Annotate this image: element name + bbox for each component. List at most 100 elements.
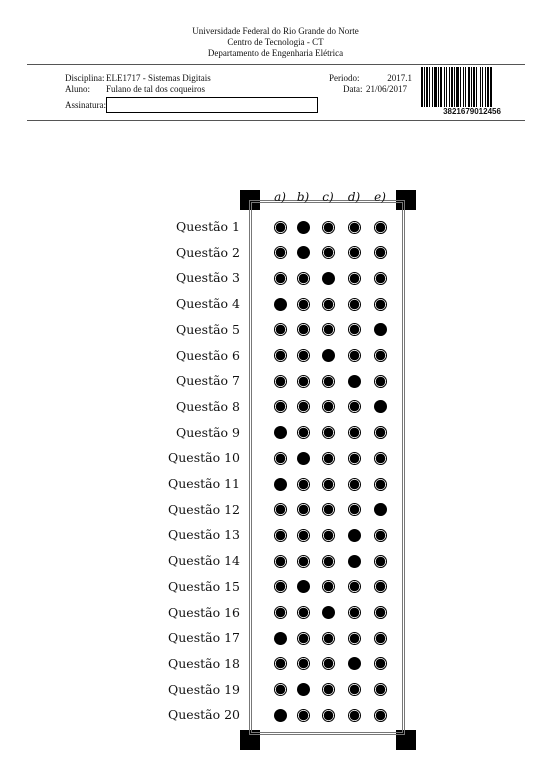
answer-bubble-filled[interactable] xyxy=(347,528,361,542)
answer-bubble[interactable] xyxy=(321,657,335,671)
answer-bubble[interactable] xyxy=(347,477,361,491)
answer-bubble[interactable] xyxy=(373,631,387,645)
answer-bubble[interactable] xyxy=(373,374,387,388)
answer-bubble[interactable] xyxy=(273,503,287,517)
answer-bubble[interactable] xyxy=(347,323,361,337)
answer-bubble-filled[interactable] xyxy=(373,400,387,414)
answer-bubble[interactable] xyxy=(296,323,310,337)
answer-bubble[interactable] xyxy=(296,400,310,414)
answer-bubble[interactable] xyxy=(273,374,287,388)
answer-bubble[interactable] xyxy=(321,400,335,414)
answer-bubble[interactable] xyxy=(273,220,287,234)
answer-bubble-filled[interactable] xyxy=(273,297,287,311)
answer-bubble[interactable] xyxy=(296,528,310,542)
answer-bubble[interactable] xyxy=(373,451,387,465)
answer-bubble[interactable] xyxy=(321,503,335,517)
answer-bubble[interactable] xyxy=(347,683,361,697)
answer-bubble[interactable] xyxy=(321,246,335,260)
answer-bubble[interactable] xyxy=(373,683,387,697)
answer-bubble[interactable] xyxy=(296,657,310,671)
answer-bubble-filled[interactable] xyxy=(321,606,335,619)
answer-bubble-filled[interactable] xyxy=(273,426,287,440)
answer-bubble[interactable] xyxy=(296,554,310,568)
answer-bubble[interactable] xyxy=(273,657,287,671)
answer-bubble[interactable] xyxy=(347,220,361,234)
answer-bubble[interactable] xyxy=(273,246,287,260)
answer-bubble[interactable] xyxy=(373,554,387,568)
answer-bubble[interactable] xyxy=(373,657,387,671)
answer-bubble[interactable] xyxy=(296,297,310,311)
answer-bubble[interactable] xyxy=(373,271,387,285)
answer-bubble[interactable] xyxy=(347,708,361,722)
answer-bubble[interactable] xyxy=(347,631,361,645)
answer-bubble[interactable] xyxy=(273,349,287,362)
answer-bubble[interactable] xyxy=(373,246,387,260)
answer-bubble-filled[interactable] xyxy=(321,271,335,285)
answer-bubble[interactable] xyxy=(321,631,335,645)
answer-bubble[interactable] xyxy=(347,297,361,311)
answer-bubble[interactable] xyxy=(373,580,387,594)
answer-bubble-filled[interactable] xyxy=(296,246,310,260)
answer-bubble[interactable] xyxy=(373,708,387,722)
answer-bubble[interactable] xyxy=(321,683,335,697)
answer-bubble[interactable] xyxy=(373,426,387,440)
answer-bubble-filled[interactable] xyxy=(273,708,287,722)
answer-bubble[interactable] xyxy=(273,528,287,542)
answer-bubble[interactable] xyxy=(273,323,287,337)
answer-bubble[interactable] xyxy=(321,451,335,465)
answer-bubble[interactable] xyxy=(321,554,335,568)
answer-bubble[interactable] xyxy=(321,220,335,234)
answer-bubble[interactable] xyxy=(347,503,361,517)
answer-bubble[interactable] xyxy=(296,477,310,491)
answer-bubble[interactable] xyxy=(296,426,310,440)
answer-bubble[interactable] xyxy=(321,297,335,311)
answer-bubble[interactable] xyxy=(373,477,387,491)
answer-bubble-filled[interactable] xyxy=(273,477,287,491)
answer-bubble[interactable] xyxy=(296,374,310,388)
answer-bubble[interactable] xyxy=(321,580,335,594)
answer-bubble[interactable] xyxy=(321,528,335,542)
answer-bubble-filled[interactable] xyxy=(373,323,387,337)
answer-bubble-filled[interactable] xyxy=(347,374,361,388)
signature-field[interactable] xyxy=(106,97,318,113)
answer-bubble-filled[interactable] xyxy=(296,580,310,594)
answer-bubble[interactable] xyxy=(321,477,335,491)
answer-bubble[interactable] xyxy=(373,528,387,542)
answer-bubble[interactable] xyxy=(273,554,287,568)
answer-bubble[interactable] xyxy=(347,349,361,362)
answer-bubble[interactable] xyxy=(347,400,361,414)
answer-bubble[interactable] xyxy=(273,683,287,697)
answer-bubble-filled[interactable] xyxy=(347,554,361,568)
answer-bubble[interactable] xyxy=(296,708,310,722)
answer-bubble-filled[interactable] xyxy=(347,657,361,671)
answer-bubble[interactable] xyxy=(347,246,361,260)
answer-bubble[interactable] xyxy=(321,708,335,722)
answer-bubble-filled[interactable] xyxy=(296,451,310,465)
answer-bubble[interactable] xyxy=(296,271,310,285)
answer-bubble[interactable] xyxy=(273,606,287,619)
answer-bubble[interactable] xyxy=(373,297,387,311)
answer-bubble-filled[interactable] xyxy=(373,503,387,517)
answer-bubble[interactable] xyxy=(347,451,361,465)
answer-bubble-filled[interactable] xyxy=(273,631,287,645)
answer-bubble[interactable] xyxy=(296,606,310,619)
answer-bubble[interactable] xyxy=(296,349,310,362)
answer-bubble-filled[interactable] xyxy=(321,349,335,362)
answer-bubble[interactable] xyxy=(321,426,335,440)
answer-bubble[interactable] xyxy=(321,323,335,337)
answer-bubble[interactable] xyxy=(273,271,287,285)
answer-bubble[interactable] xyxy=(296,631,310,645)
answer-bubble[interactable] xyxy=(273,451,287,465)
answer-bubble[interactable] xyxy=(273,400,287,414)
answer-bubble[interactable] xyxy=(373,220,387,234)
answer-bubble[interactable] xyxy=(347,606,361,619)
answer-bubble[interactable] xyxy=(347,580,361,594)
answer-bubble[interactable] xyxy=(273,580,287,594)
answer-bubble[interactable] xyxy=(296,503,310,517)
answer-bubble[interactable] xyxy=(373,349,387,362)
answer-bubble-filled[interactable] xyxy=(296,683,310,697)
answer-bubble[interactable] xyxy=(347,271,361,285)
answer-bubble[interactable] xyxy=(373,606,387,619)
answer-bubble[interactable] xyxy=(347,426,361,440)
answer-bubble[interactable] xyxy=(321,374,335,388)
